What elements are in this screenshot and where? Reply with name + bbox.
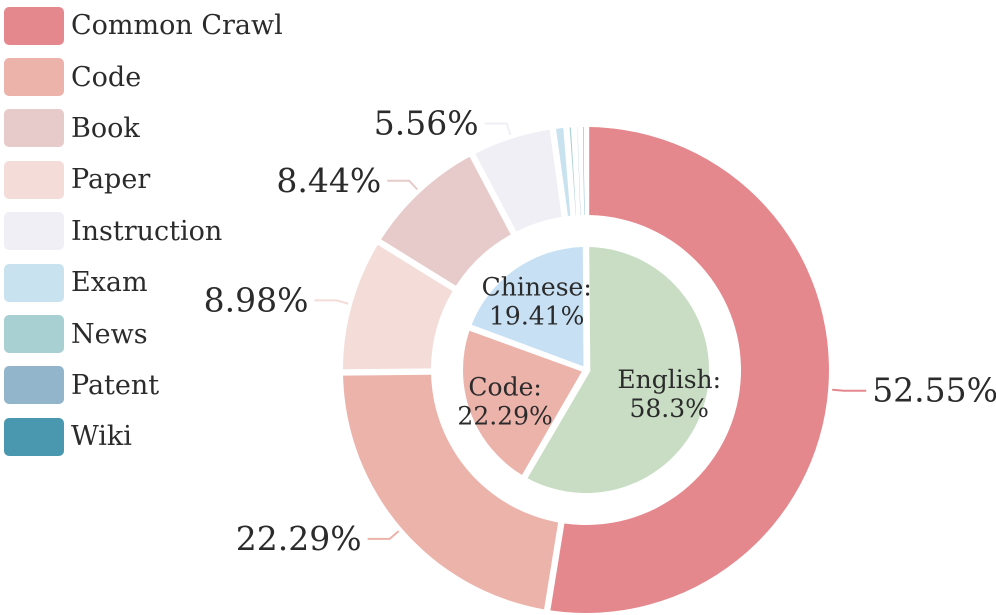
inner-label-english: English: 58.3% [617, 365, 721, 423]
outer-slice-wiki[interactable] [583, 127, 584, 215]
data-label-instruction: 5.56% [374, 104, 479, 143]
data-label-code: 22.29% [236, 519, 362, 558]
inner-label-code: Code: 22.29% [457, 372, 552, 430]
leader-line-code [368, 531, 399, 539]
outer-slice-news[interactable] [570, 127, 576, 215]
leader-line-instruction [485, 124, 511, 135]
inner-label-chinese: Chinese: 19.41% [482, 272, 592, 330]
data-label-common-crawl: 52.55% [872, 371, 996, 410]
leader-line-common-crawl [832, 390, 866, 391]
leader-line-paper [315, 300, 349, 303]
outer-slice-patent[interactable] [577, 127, 580, 215]
outer-ring [343, 127, 829, 613]
data-label-book: 8.44% [276, 161, 381, 200]
data-label-paper: 8.98% [204, 280, 309, 319]
leader-line-book [387, 181, 417, 190]
